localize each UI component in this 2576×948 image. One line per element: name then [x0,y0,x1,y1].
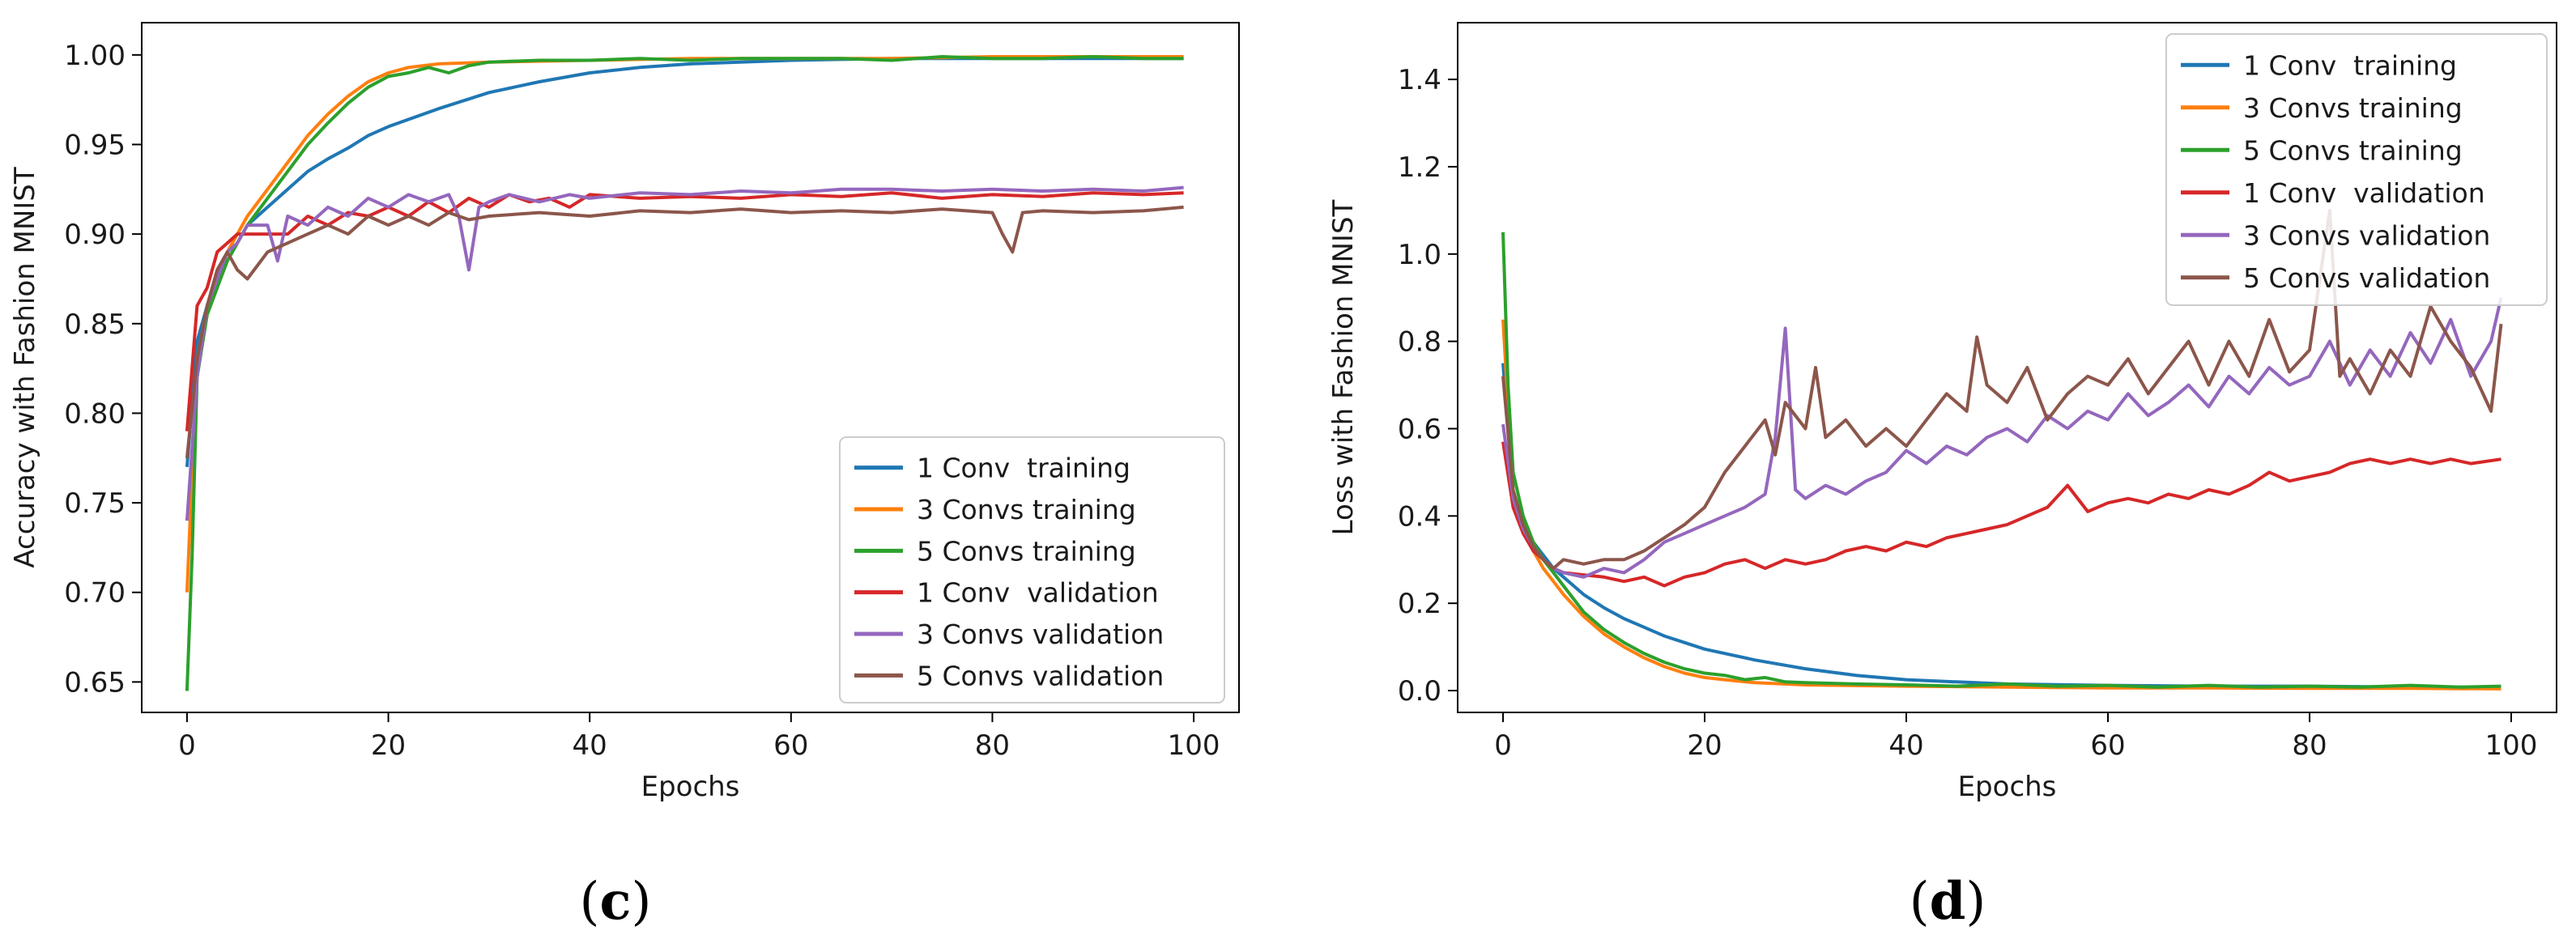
series-line-5-convs-validation [185,205,1184,459]
x-axis-label: Epochs [641,771,740,803]
series-group [185,55,1184,691]
y-tick-label: 1.00 [64,40,126,72]
x-tick-label: 100 [1168,729,1220,762]
legend-label: 3 Convs validation [917,619,1164,650]
x-tick-label: 0 [1494,729,1512,762]
series-group [1501,208,2503,691]
series-line-1-conv-validation [185,191,1184,431]
y-tick-label: 0.95 [64,129,126,161]
y-tick-label: 0.85 [64,308,126,341]
x-tick-label: 60 [2090,729,2125,762]
x-tick-label: 20 [371,729,406,762]
x-tick-label: 100 [2485,729,2538,762]
legend-box [839,436,1225,704]
legend: 1 Conv training 3 Convs training 5 Convs t… [2165,33,2548,306]
y-tick-label: 0.90 [64,219,126,251]
legend-label: 5 Convs training [2243,134,2463,166]
series-line-3-convs-training [1501,319,2501,691]
y-axis-label: Loss with Fashion MNIST [1327,199,1360,535]
y-tick-label: 0.4 [1398,500,1441,533]
y-tick-label: 0.0 [1398,675,1441,708]
y-tick-label: 0.8 [1398,326,1441,359]
legend-label: 5 Convs validation [2243,262,2490,294]
panel-caption: (c) [580,871,652,932]
x-tick-label: 80 [975,729,1010,762]
y-tick-label: 1.0 [1398,239,1441,271]
x-tick-label: 20 [1687,729,1722,762]
legend: 1 Conv training 3 Convs training 5 Convs t… [839,436,1225,704]
caption-letter: c [600,871,632,932]
x-axis-label: Epochs [1958,771,2057,803]
legend-box [2165,33,2548,306]
x-tick-label: 60 [773,729,808,762]
y-tick-label: 1.2 [1398,151,1441,184]
legend-label: 3 Convs training [917,494,1136,525]
y-tick-label: 0.2 [1398,588,1441,620]
x-tick-label: 40 [573,729,607,762]
axes-frame [141,22,1240,713]
y-tick-label: 0.70 [64,577,126,610]
panel-caption: (d) [1910,871,1986,932]
caption-paren-open: ( [580,872,600,932]
y-axis-label: Accuracy with Fashion MNIST [9,167,41,568]
y-tick-label: 0.80 [64,397,126,430]
legend-label: 3 Convs validation [2243,219,2490,251]
legend-label: 1 Conv validation [2243,177,2485,209]
series-line-3-convs-validation [185,185,1184,521]
series-line-5-convs-training [1501,232,2501,689]
caption-letter: d [1930,871,1966,932]
series-line-3-convs-validation [1501,297,2503,579]
axes-frame [1457,22,2557,713]
y-tick-label: 0.75 [64,487,126,520]
series-line-5-convs-training [185,55,1184,691]
y-tick-label: 1.4 [1398,64,1441,96]
caption-paren-close: ) [631,872,651,932]
legend-label: 1 Conv training [917,453,1130,484]
legend-label: 5 Convs training [917,535,1136,567]
legend-label: 3 Convs training [2243,92,2463,124]
series-line-1-conv-validation [1501,441,2501,588]
y-tick-label: 0.65 [64,666,126,699]
caption-paren-open: ( [1910,872,1930,932]
x-tick-label: 80 [2292,729,2327,762]
series-line-1-conv-training [185,57,1184,467]
legend-label: 5 Convs validation [917,660,1164,691]
caption-paren-close: ) [1965,872,1986,932]
x-tick-label: 40 [1888,729,1923,762]
x-tick-label: 0 [178,729,196,762]
y-tick-label: 0.6 [1398,413,1441,445]
chart-panel-d: 0 20 40 60 80 100 0.0 0.2 0.4 0.6 0.8 1.0 1.2 1.4 Epoc… [1327,22,2557,932]
legend-label: 1 Conv validation [917,577,1159,609]
chart-panel-c: 0 20 40 60 80 100 0.65 0.70 0.75 0.80 0.85 0.90 0.95… [9,22,1240,932]
legend-label: 1 Conv training [2243,49,2457,81]
